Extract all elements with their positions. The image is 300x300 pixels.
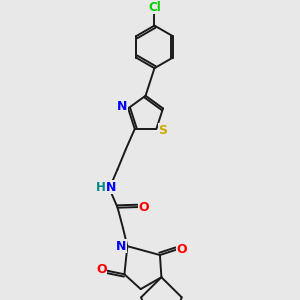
Text: O: O bbox=[138, 201, 149, 214]
Text: N: N bbox=[106, 181, 116, 194]
Text: S: S bbox=[158, 124, 167, 137]
Text: N: N bbox=[117, 100, 128, 113]
Text: O: O bbox=[177, 243, 188, 256]
Text: O: O bbox=[96, 263, 106, 276]
Text: N: N bbox=[116, 240, 126, 253]
Text: H: H bbox=[95, 181, 105, 194]
Text: Cl: Cl bbox=[148, 1, 161, 14]
